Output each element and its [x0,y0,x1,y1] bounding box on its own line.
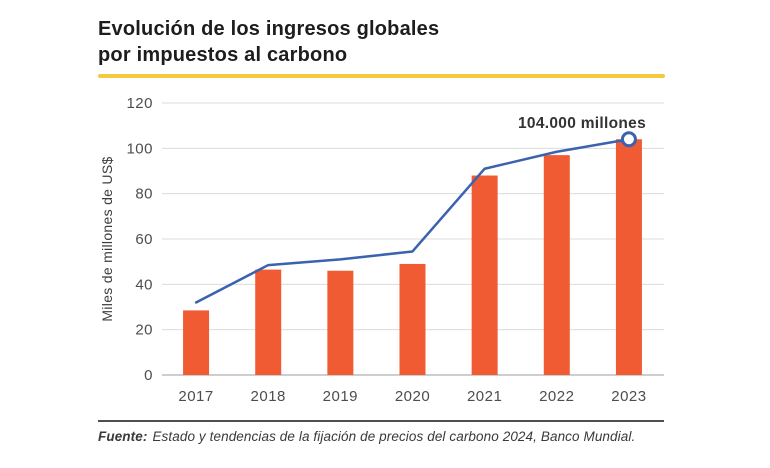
x-tick-label-2019: 2019 [323,388,358,405]
trend-line [194,138,631,304]
chart-title: Evolución de los ingresos globales por i… [98,16,439,68]
x-tick-label-2023: 2023 [611,388,646,405]
y-tick-label-0: 0 [144,367,153,384]
bar-2022 [543,155,570,375]
y-tick-label-100: 100 [126,140,153,157]
marker-2023 [620,131,637,148]
annotation-value-label: 104.000 millones [518,115,646,132]
yellow-accent-rule [98,74,665,78]
bar-2020 [399,263,426,375]
bar-2017 [183,310,210,375]
bar-2021 [471,175,498,375]
footer-divider [98,420,664,422]
chart-title-line1: Evolución de los ingresos globales [98,18,440,40]
x-tick-label-2017: 2017 [178,388,213,405]
y-tick-label-120: 120 [126,95,153,112]
source-label: Fuente: [98,429,148,444]
y-tick-label-40: 40 [135,276,153,293]
y-tick-label-80: 80 [135,186,153,203]
bar-2023 [615,139,642,375]
bar-2018 [255,269,282,375]
y-tick-label-20: 20 [135,322,153,339]
x-tick-label-2018: 2018 [251,388,286,405]
y-tick-label-60: 60 [135,231,153,248]
bar-2019 [327,270,354,375]
x-tick-label-2021: 2021 [467,388,502,405]
y-axis-title: Miles de millones de US$ [99,156,115,321]
chart-title-line2: por impuestos al carbono [98,44,348,66]
x-tick-label-2022: 2022 [539,388,574,405]
source-note: Fuente: Estado y tendencias de la fijació… [98,429,698,444]
source-text: Estado y tendencias de la fijación de pr… [152,429,636,444]
x-tick-label-2020: 2020 [395,388,430,405]
revenue-chart: 0 20 40 60 80 100 120 Miles de millones de US$ 1… [99,95,664,405]
